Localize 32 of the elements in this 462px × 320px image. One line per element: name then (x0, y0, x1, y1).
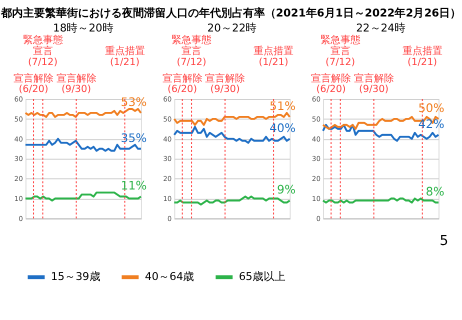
text: 宣言解除(9/30) (205, 72, 246, 96)
data-label: 9% (276, 182, 296, 197)
line-series (24, 192, 142, 202)
text: 緊急事態宣言(7/12) (22, 34, 63, 68)
legend-label: 15～39歳 (50, 270, 100, 284)
text: 宣言解除(9/30) (56, 72, 96, 96)
text: 緊急事態宣言(7/12) (320, 34, 360, 68)
legend-label: 40～64歳 (144, 270, 194, 284)
text: 緊急事態宣言(7/12) (172, 34, 212, 68)
data-label: 42% (418, 116, 444, 131)
text: 宣言解除(6/20) (311, 72, 352, 96)
data-label: 51% (270, 99, 296, 114)
data-label: 11% (120, 178, 147, 193)
legend-label: 65歳以上 (238, 270, 286, 284)
text: 重点措置(1/21) (104, 44, 145, 68)
text: 宣言解除(9/30) (354, 72, 394, 96)
data-label: 40% (270, 120, 296, 135)
data-label: 35% (120, 130, 147, 145)
chart-title: 22～24時 (356, 21, 406, 34)
line-series (24, 108, 142, 118)
text: 都内主要繁華街における夜間滞留人口の年代別占有率（2021年6月1日～2022年2月26日） (0, 6, 462, 20)
line-series (173, 196, 291, 206)
text: 5 (440, 232, 448, 249)
data-label: 50% (418, 101, 444, 116)
chart-title: 18時～20時 (53, 21, 114, 34)
text: 重点措置(1/21) (254, 44, 294, 68)
data-label: 53% (120, 95, 147, 110)
data-label: 8% (426, 184, 444, 199)
text: 重点措置(1/21) (402, 44, 442, 68)
text: 宣言解除(6/20) (162, 72, 202, 96)
text: 宣言解除(6/20) (14, 72, 54, 96)
chart-title: 20～22時 (207, 21, 257, 34)
